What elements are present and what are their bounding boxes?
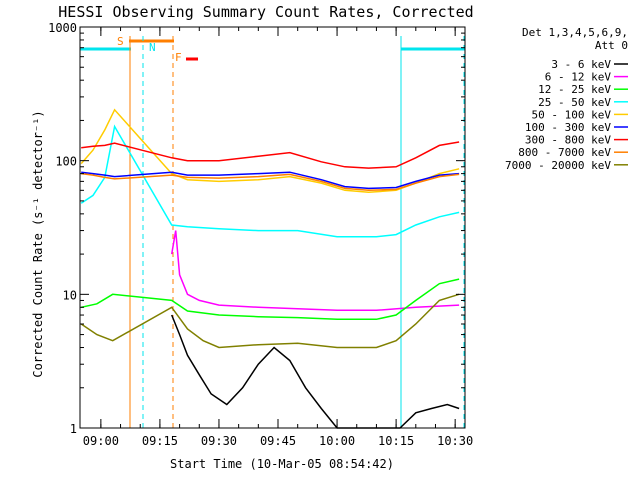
series-line-25-50-kev bbox=[80, 124, 460, 238]
legend-item-label: 6 - 12 keV bbox=[545, 71, 612, 84]
series-line-100-300-kev bbox=[81, 171, 460, 190]
x-tick-label: 10:00 bbox=[319, 434, 355, 448]
x-tick-label: 10:30 bbox=[437, 434, 473, 448]
series-line-7000-20000-kev bbox=[80, 293, 460, 349]
legend-item-label: 12 - 25 keV bbox=[538, 83, 611, 96]
series-line-300-800-kev bbox=[81, 141, 460, 169]
x-axis-ticks: 09:00 09:15 09:30 09:45 10:00 10:15 10:30 bbox=[83, 27, 473, 448]
x-axis-label: Start Time (10-Mar-05 08:54:42) bbox=[170, 457, 394, 471]
y-tick-label: 1000 bbox=[48, 21, 77, 35]
legend-header-line-1: Det 1,3,4,5,6,9, bbox=[522, 26, 628, 39]
flag-label-n: N bbox=[149, 41, 156, 54]
flag-label-s: S bbox=[117, 35, 124, 48]
x-tick-label: 09:00 bbox=[83, 434, 119, 448]
x-tick-label: 09:30 bbox=[201, 434, 237, 448]
legend-item-label: 800 - 7000 keV bbox=[518, 146, 611, 159]
legend-item-label: 300 - 800 keV bbox=[525, 134, 611, 147]
flag-label-f: F bbox=[175, 51, 182, 64]
y-tick-label: 10 bbox=[63, 288, 77, 302]
x-tick-label: 10:15 bbox=[378, 434, 414, 448]
y-tick-label: 100 bbox=[55, 155, 77, 169]
y-axis-label: Corrected Count Rate (s⁻¹ detector⁻¹) bbox=[31, 110, 45, 377]
legend-item-label: 25 - 50 keV bbox=[538, 96, 611, 109]
y-axis-ticks: 1 10 100 1000 bbox=[48, 21, 465, 436]
y-tick-label: 1 bbox=[70, 422, 77, 436]
x-tick-label: 09:45 bbox=[260, 434, 296, 448]
series-line-6-12-kev bbox=[170, 230, 460, 312]
series-line-800-7000-kev bbox=[81, 172, 460, 192]
legend-item-label: 100 - 300 keV bbox=[525, 121, 611, 134]
legend-item-label: 3 - 6 keV bbox=[551, 58, 611, 71]
legend-item-label: 50 - 100 keV bbox=[532, 108, 612, 121]
series-layer bbox=[80, 108, 460, 429]
series-line-3-6-kev bbox=[171, 314, 460, 429]
plot-frame bbox=[79, 26, 466, 429]
legend-header-line-2: Att 0 bbox=[595, 39, 628, 52]
x-tick-label: 09:15 bbox=[142, 434, 178, 448]
chart-title: HESSI Observing Summary Count Rates, Cor… bbox=[58, 3, 473, 21]
legend-item-label: 7000 - 20000 keV bbox=[505, 159, 611, 172]
series-line-12-25-kev bbox=[81, 278, 460, 321]
